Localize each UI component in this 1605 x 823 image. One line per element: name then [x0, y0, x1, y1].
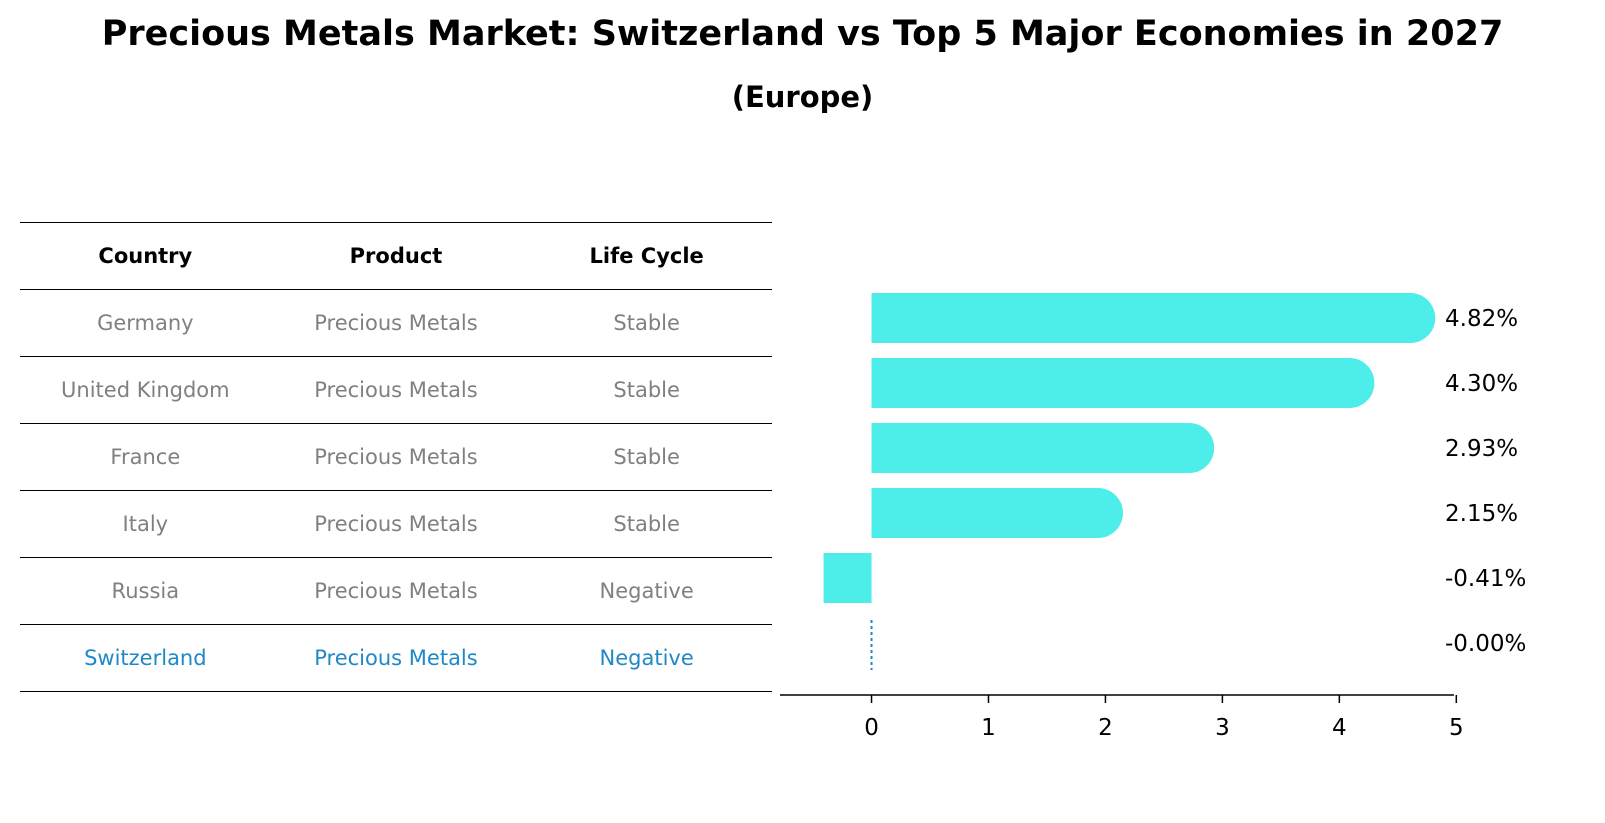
country-cell: United Kingdom [20, 356, 271, 424]
table-row: Russia Precious Metals Negative [20, 557, 772, 625]
bar-united-kingdom [871, 358, 1375, 408]
x-tick-label: 0 [864, 715, 879, 741]
country-cell: Germany [20, 289, 271, 357]
chart-subtitle: (Europe) [731, 80, 874, 114]
header-country: Country [20, 222, 271, 290]
country-cell: Italy [20, 490, 271, 558]
value-label: 4.30% [1445, 371, 1518, 397]
life-cycle-cell: Stable [521, 356, 772, 424]
product-cell: Precious Metals [270, 624, 522, 692]
table-row: Germany Precious Metals Stable [20, 289, 772, 357]
value-labels-layer: 4.82% 4.30% 2.93% 2.15% -0.41% -0.00% [1445, 306, 1526, 657]
x-tick-label: 1 [981, 715, 996, 741]
x-ticks-layer: 0 1 2 3 4 5 [864, 695, 1464, 741]
life-cycle-cell: Stable [521, 490, 772, 558]
x-tick-label: 3 [1215, 715, 1230, 741]
product-cell: Precious Metals [270, 356, 522, 424]
x-tick-label: 4 [1332, 715, 1347, 741]
value-label: 4.82% [1445, 306, 1518, 332]
chart-title: Precious Metals Market: Switzerland vs T… [101, 14, 1504, 54]
bar-france [871, 423, 1215, 473]
value-label: 2.93% [1445, 436, 1518, 462]
country-cell: Russia [20, 557, 271, 625]
life-cycle-cell: Negative [521, 624, 772, 692]
header-product: Product [270, 222, 522, 290]
growth-bar-chart: 4.82% 4.30% 2.93% 2.15% -0.41% -0.00% 0 1 2 3 4 5 [780, 293, 1526, 741]
bar-italy [871, 488, 1123, 538]
country-cell: Switzerland [20, 624, 271, 692]
header-life-cycle: Life Cycle [521, 222, 772, 290]
bar-germany [871, 293, 1436, 343]
value-label: -0.41% [1445, 566, 1526, 592]
value-label: 2.15% [1445, 501, 1518, 527]
product-cell: Precious Metals [270, 490, 522, 558]
table-header-row: Country Product Life Cycle [20, 222, 772, 290]
life-cycle-cell: Stable [521, 423, 772, 491]
table-row: France Precious Metals Stable [20, 423, 772, 491]
product-cell: Precious Metals [270, 423, 522, 491]
life-cycle-cell: Stable [521, 289, 772, 357]
market-table: Country Product Life Cycle Germany Preci… [20, 222, 772, 692]
bars-layer [823, 293, 1436, 670]
value-label: -0.00% [1445, 631, 1526, 657]
bar-russia [823, 553, 872, 603]
country-cell: France [20, 423, 271, 491]
table-row: Italy Precious Metals Stable [20, 490, 772, 558]
table-row: United Kingdom Precious Metals Stable [20, 356, 772, 424]
product-cell: Precious Metals [270, 557, 522, 625]
product-cell: Precious Metals [270, 289, 522, 357]
life-cycle-cell: Negative [521, 557, 772, 625]
x-tick-label: 5 [1449, 715, 1464, 741]
table-row-highlighted: Switzerland Precious Metals Negative [20, 624, 772, 692]
x-tick-label: 2 [1098, 715, 1113, 741]
